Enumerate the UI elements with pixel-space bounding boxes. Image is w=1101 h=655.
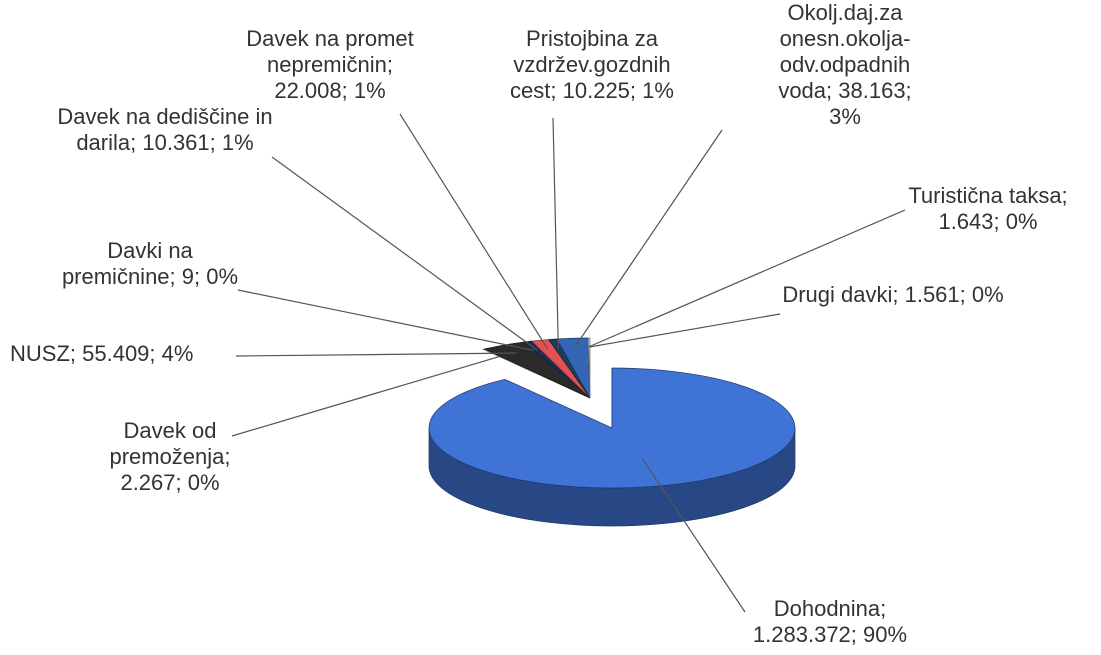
slice-label: Davek od premoženja; 2.267; 0% — [95, 418, 245, 496]
percentage-label: 0% — [1005, 209, 1038, 234]
percentage-label: 1% — [353, 78, 386, 103]
value-label: 1.643; — [938, 209, 1000, 234]
category-label: Turistična taksa; — [908, 183, 1068, 208]
slice-label: Drugi davki; 1.561; 0% — [768, 282, 1018, 308]
percentage-label: 0% — [187, 470, 220, 495]
percentage-label: 4% — [161, 341, 194, 366]
value-label: 22.008; — [274, 78, 348, 103]
slice-label: Davki na premičnine; 9; 0% — [60, 238, 240, 290]
leader-line — [589, 313, 781, 348]
category-label: Dohodnina; — [773, 596, 887, 621]
slice-label: Pristojbina za vzdržev.gozdnih cest; 10.… — [502, 26, 682, 104]
category-label: Okolj.daj.za onesn.okolja-odv.odpadnih v… — [778, 0, 911, 103]
leader-line — [642, 459, 746, 613]
value-label: 2.267; — [120, 470, 182, 495]
leader-line — [574, 129, 723, 348]
slice-label: Turistična taksa; 1.643; 0% — [878, 183, 1098, 235]
slice-tops — [428, 337, 796, 527]
category-label: Pristojbina za vzdržev.gozdnih cest; — [510, 26, 671, 103]
percentage-label: 0% — [971, 282, 1004, 307]
category-label: Davek na dediščine in darila; — [57, 104, 273, 155]
leader-lines — [231, 113, 906, 613]
value-label: 10.361; — [142, 130, 216, 155]
percentage-label: 1% — [642, 78, 674, 103]
percentage-label: 0% — [206, 264, 239, 289]
category-label: NUSZ; — [10, 341, 76, 366]
slice-label: Okolj.daj.za onesn.okolja-odv.odpadnih v… — [760, 0, 930, 130]
leader-line — [237, 289, 534, 352]
leader-line — [231, 355, 500, 437]
value-label: 10.225; — [562, 78, 637, 103]
leader-line — [399, 113, 549, 350]
pie-slice — [588, 337, 591, 399]
value-label: 1.561; — [904, 282, 966, 307]
category-label: Drugi davki; — [782, 282, 899, 307]
leader-line — [271, 156, 538, 351]
leader-line — [588, 209, 906, 348]
percentage-label: 1% — [221, 130, 254, 155]
value-label: 55.409; — [82, 341, 156, 366]
slice-label: Davek na dediščine in darila; 10.361; 1% — [55, 104, 275, 156]
slice-label: Davek na promet nepremičnin; 22.008; 1% — [233, 26, 428, 104]
slice-label: Dohodnina; 1.283.372; 90% — [730, 596, 930, 648]
category-label: Davek na promet nepremičnin; — [246, 26, 414, 77]
value-label: 1.283.372; — [752, 622, 857, 647]
pie-slice — [428, 367, 796, 489]
value-label: 38.163; — [838, 78, 912, 103]
percentage-label: 3% — [829, 104, 861, 129]
percentage-label: 90% — [863, 622, 908, 647]
category-label: Davek od premoženja; — [109, 418, 231, 469]
leader-line — [552, 117, 559, 349]
slice-label: NUSZ; 55.409; 4% — [10, 341, 193, 367]
category-label: Davki na premičnine; — [61, 238, 193, 289]
leader-line — [235, 352, 517, 357]
value-label: 9; — [181, 264, 201, 289]
